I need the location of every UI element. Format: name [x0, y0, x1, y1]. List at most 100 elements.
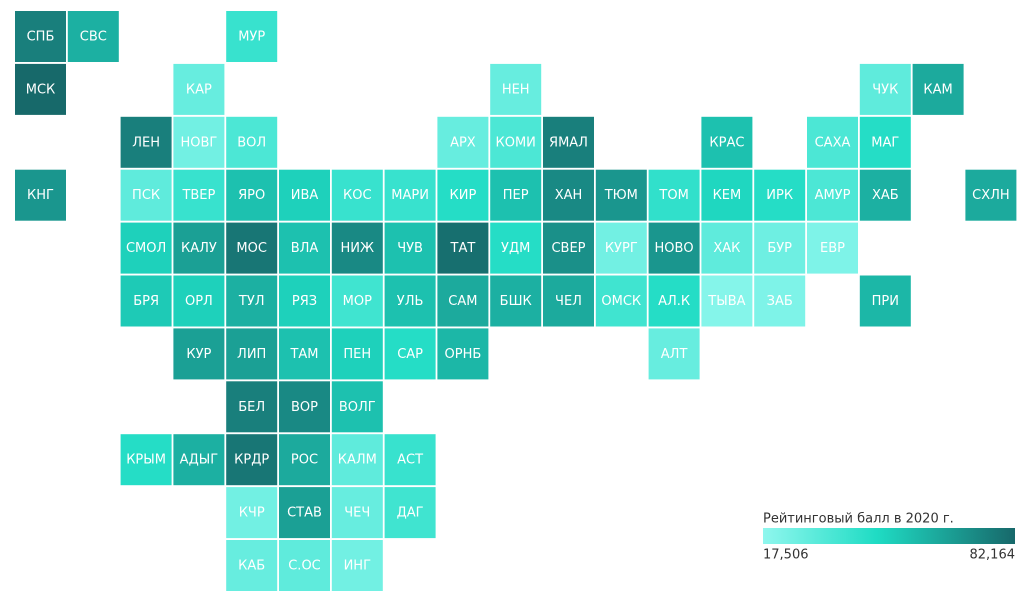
region-label: КРЫМ	[126, 453, 166, 468]
region-label: АДЫГ	[180, 453, 219, 468]
region-tile	[120, 275, 172, 327]
region-label: СХЛН	[972, 188, 1010, 203]
region-label: ХАН	[555, 188, 583, 203]
region-tile	[15, 11, 66, 62]
region-label: КАР	[186, 82, 212, 97]
region-tile	[859, 275, 911, 327]
region-tile	[648, 222, 700, 274]
region-tile	[490, 275, 542, 327]
region-label: ТУЛ	[238, 294, 265, 309]
region-label: УДМ	[501, 241, 530, 256]
region-tile	[595, 275, 647, 327]
region-tile	[279, 487, 330, 539]
region-label: ПЕР	[503, 188, 529, 203]
region-label: ТАМ	[289, 347, 318, 362]
region-label: КАЛУ	[181, 241, 217, 256]
region-tile	[279, 434, 330, 486]
region-label: СМОЛ	[126, 241, 166, 256]
region-tile	[384, 434, 436, 486]
region-tile	[859, 116, 911, 168]
region-label: РОС	[291, 453, 318, 468]
region-tile	[490, 63, 542, 115]
region-tile	[331, 487, 383, 539]
region-label: НЕН	[502, 82, 530, 97]
region-tile	[437, 222, 489, 274]
region-label: ИВА	[291, 188, 319, 203]
region-label: КАЛМ	[338, 453, 377, 468]
region-label: САМ	[448, 294, 477, 309]
region-label: КУР	[186, 347, 211, 362]
region-tile	[859, 63, 911, 115]
region-tile	[701, 222, 753, 274]
region-tile	[543, 222, 594, 274]
region-label: КНГ	[27, 188, 54, 203]
region-label: САХА	[815, 135, 851, 150]
region-label: КЕМ	[713, 188, 742, 203]
region-tile	[437, 275, 489, 327]
region-label: ТАТ	[450, 241, 476, 256]
region-label: ЯМАЛ	[549, 135, 588, 150]
region-tile	[173, 434, 225, 486]
region-tile	[543, 275, 594, 327]
region-label: АЛТ	[661, 347, 688, 362]
region-label: АСТ	[397, 453, 423, 468]
region-tile	[648, 275, 700, 327]
region-label: ТОМ	[658, 188, 688, 203]
region-label: ЧЕЛ	[555, 294, 582, 309]
region-tile	[807, 169, 858, 221]
region-label: МОС	[236, 241, 267, 256]
region-label: ТЮМ	[604, 188, 638, 203]
region-tile	[807, 222, 858, 274]
region-tile	[437, 169, 489, 221]
region-tile	[754, 222, 806, 274]
region-tile	[279, 275, 330, 327]
region-label: КРАС	[709, 135, 744, 150]
region-label: РЯЗ	[292, 294, 317, 309]
region-tile	[15, 169, 66, 221]
legend-title: Рейтинговый балл в 2020 г.	[763, 512, 954, 527]
region-tile	[173, 222, 225, 274]
region-label: С.ОС	[288, 559, 321, 574]
region-tile	[595, 222, 647, 274]
region-tile	[331, 169, 383, 221]
region-label: СПБ	[27, 30, 55, 45]
region-label: АМУР	[815, 188, 851, 203]
region-tile	[701, 275, 753, 327]
region-label: КУРГ	[605, 241, 638, 256]
region-tile	[331, 381, 383, 433]
region-tile	[437, 116, 489, 168]
region-label: СВЕР	[551, 241, 585, 256]
region-label: ВОР	[291, 400, 318, 415]
region-label: УЛЬ	[397, 294, 424, 309]
region-tile	[67, 11, 119, 62]
region-label: ХАК	[713, 241, 740, 256]
region-tile	[173, 63, 225, 115]
region-tile	[226, 169, 278, 221]
region-tile	[173, 328, 225, 380]
region-label: ВЛА	[291, 241, 319, 256]
region-label: ДАГ	[397, 506, 424, 521]
region-label: ЛЕН	[132, 135, 160, 150]
region-tile	[331, 275, 383, 327]
region-tile	[120, 169, 172, 221]
region-tile	[807, 116, 858, 168]
region-tile	[384, 487, 436, 539]
region-tile	[859, 169, 911, 221]
region-label: ЧУК	[872, 82, 898, 97]
region-tile	[120, 116, 172, 168]
region-tile	[226, 434, 278, 486]
region-label: КАМ	[923, 82, 952, 97]
region-label: ТВЕР	[181, 188, 215, 203]
region-tile	[226, 540, 278, 591]
region-tile	[279, 222, 330, 274]
region-tile	[279, 169, 330, 221]
region-label: ЧЕЧ	[344, 506, 370, 521]
region-label: ЗАБ	[767, 294, 793, 309]
region-tile	[331, 222, 383, 274]
region-label: МАГ	[871, 135, 899, 150]
region-label: ОРЛ	[185, 294, 213, 309]
region-label: АРХ	[450, 135, 476, 150]
region-label: САР	[397, 347, 423, 362]
region-label: ПСК	[132, 188, 160, 203]
